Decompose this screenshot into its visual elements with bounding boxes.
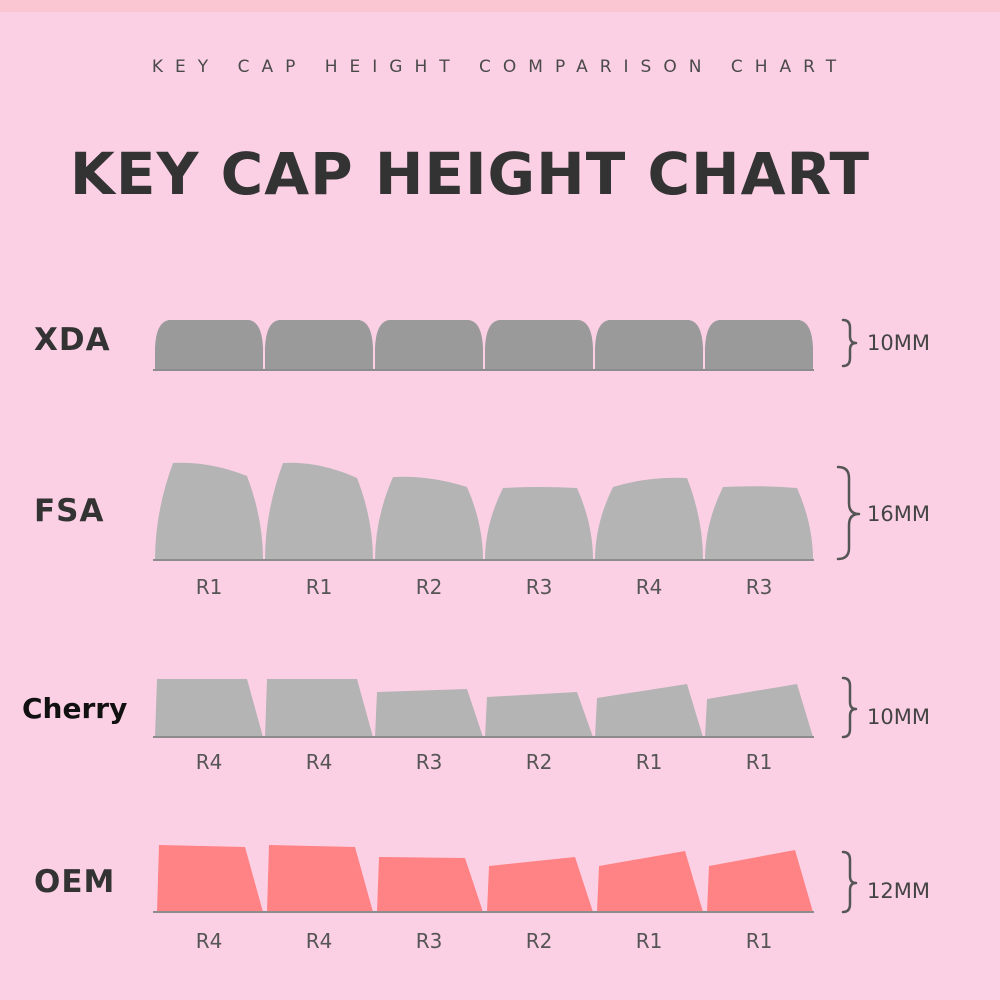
oem-row-label: R3 — [416, 929, 443, 953]
top-strip — [0, 0, 1000, 12]
chart-subtitle: KEY CAP HEIGHT COMPARISON CHART — [151, 57, 849, 77]
profile-label-xda: XDA — [34, 322, 111, 358]
cherry-keycap — [705, 684, 813, 737]
height-label-cherry: 10MM — [867, 705, 930, 729]
oem-keycap — [597, 851, 703, 912]
brace-oem — [841, 850, 858, 914]
oem-keycap — [157, 845, 263, 912]
xda-keycap — [265, 320, 373, 370]
fsa-row-label: R3 — [526, 575, 553, 599]
profile-label-cherry: Cherry — [22, 692, 128, 725]
fsa-keycap — [375, 476, 483, 560]
fsa-row-label: R2 — [416, 575, 443, 599]
xda-keycap — [705, 320, 813, 370]
oem-row-label: R1 — [636, 929, 663, 953]
fsa-keycap — [265, 462, 373, 560]
oem-row-label: R4 — [196, 929, 223, 953]
brace-cherry — [841, 676, 858, 739]
fsa-row-label: R4 — [636, 575, 663, 599]
cherry-keycap — [375, 689, 483, 737]
oem-keycap — [487, 857, 593, 912]
fsa-row-label: R3 — [746, 575, 773, 599]
cherry-row-label: R3 — [416, 750, 443, 774]
oem-row-label: R1 — [746, 929, 773, 953]
profile-label-oem: OEM — [34, 864, 116, 900]
height-label-fsa: 16MM — [867, 502, 930, 526]
cherry-row-label: R2 — [526, 750, 553, 774]
xda-keycap — [485, 320, 593, 370]
fsa-keycap — [155, 462, 263, 560]
xda-keycap — [155, 320, 263, 370]
xda-keycap — [375, 320, 483, 370]
fsa-row-label: R1 — [196, 575, 223, 599]
fsa-keycap — [705, 486, 813, 560]
xda-keycap — [595, 320, 703, 370]
oem-keycap — [377, 857, 483, 912]
cherry-keycap — [485, 692, 593, 737]
oem-keycap — [267, 845, 373, 912]
fsa-row-label: R1 — [306, 575, 333, 599]
height-label-xda: 10MM — [867, 331, 930, 355]
cherry-row-label: R1 — [636, 750, 663, 774]
fsa-keycap — [595, 477, 703, 560]
cherry-row-label: R4 — [196, 750, 223, 774]
cherry-row-label: R4 — [306, 750, 333, 774]
oem-row-label: R4 — [306, 929, 333, 953]
height-label-oem: 12MM — [867, 879, 930, 903]
oem-keycap — [707, 850, 813, 912]
chart-title: KEY CAP HEIGHT CHART — [69, 140, 871, 208]
oem-row-label: R2 — [526, 929, 553, 953]
cherry-keycap — [155, 679, 263, 737]
brace-fsa — [836, 465, 861, 561]
profile-label-fsa: FSA — [34, 493, 105, 529]
cherry-keycap — [595, 684, 703, 737]
fsa-keycap — [485, 487, 593, 560]
cherry-keycap — [265, 679, 373, 737]
cherry-row-label: R1 — [746, 750, 773, 774]
brace-xda — [841, 318, 858, 368]
